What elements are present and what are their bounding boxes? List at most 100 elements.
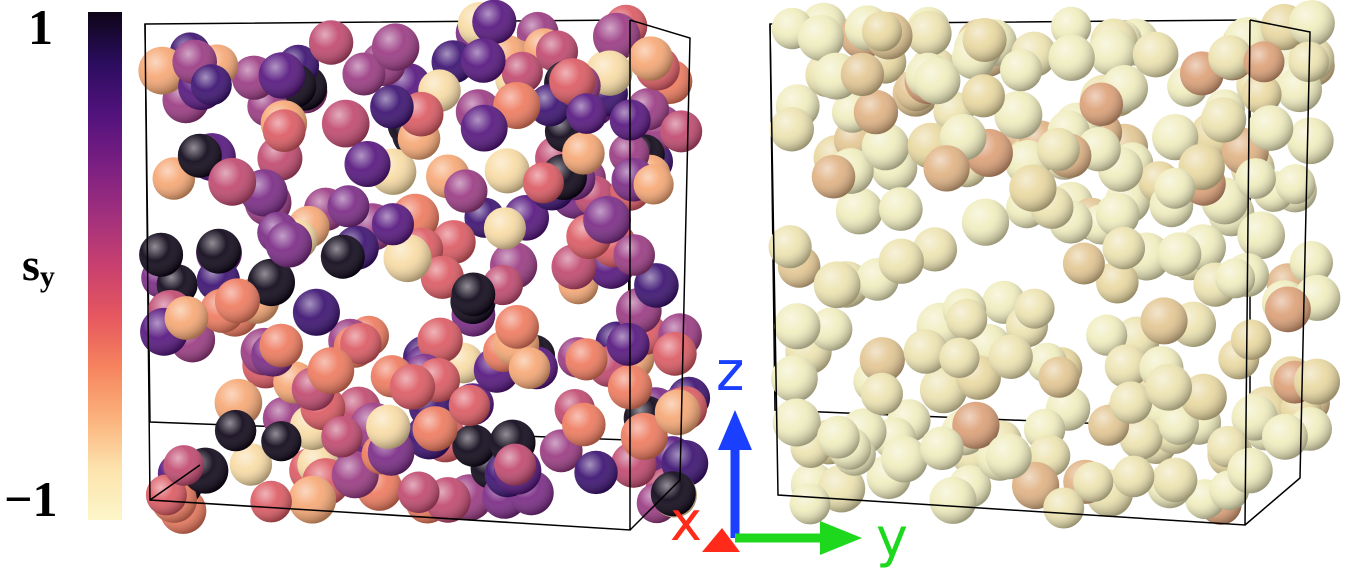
y-axis-arrowhead xyxy=(820,521,862,555)
colorbar-min-label: −1 xyxy=(4,474,58,524)
particle-shading xyxy=(1248,105,1294,151)
particle-shading xyxy=(444,169,487,212)
particle-shading xyxy=(774,303,820,349)
particle-shading xyxy=(881,436,927,482)
particle-shading xyxy=(321,235,365,279)
particle-shading xyxy=(165,296,209,340)
particle-shading xyxy=(372,203,414,245)
particle-shading xyxy=(472,0,516,44)
particle-shading xyxy=(1073,462,1113,502)
particle-shading xyxy=(562,132,605,175)
particle-shading xyxy=(939,338,979,378)
colorbar-title-main: s xyxy=(22,239,40,290)
particle-shading xyxy=(814,261,861,308)
particle-shading xyxy=(1000,49,1042,91)
particle-shading xyxy=(509,347,551,389)
particle-shading xyxy=(308,347,355,394)
particle-shading xyxy=(523,162,564,203)
particle-shading xyxy=(1038,357,1079,398)
particle-shading xyxy=(946,299,987,340)
particle-shading xyxy=(461,38,506,83)
particle-shading xyxy=(986,434,1032,480)
particle-shading xyxy=(289,476,337,524)
particle-shading xyxy=(841,53,884,96)
particle-shading xyxy=(1037,128,1080,171)
colorbar-max-label: 1 xyxy=(28,2,53,52)
particle-shading xyxy=(327,185,369,227)
colorbar xyxy=(88,12,122,520)
particle-shading xyxy=(485,148,530,193)
particle-shading xyxy=(1287,118,1334,165)
x-axis-label: x xyxy=(670,490,702,553)
particle-shading xyxy=(191,64,232,105)
particle-shading xyxy=(452,273,496,317)
particle-shading xyxy=(920,427,964,471)
particle-shading xyxy=(1201,97,1246,142)
particle-shading xyxy=(1231,320,1271,360)
particle-shading xyxy=(790,484,831,525)
particle-shading xyxy=(1155,168,1196,209)
particle-shading xyxy=(1015,289,1055,329)
particle-shading xyxy=(372,23,419,70)
particle-shading xyxy=(607,323,650,366)
particle-shading xyxy=(1009,165,1056,212)
particle-shading xyxy=(1157,232,1201,276)
particle-shading xyxy=(1103,227,1146,270)
particle-shading xyxy=(962,74,1005,117)
particle-shading xyxy=(1153,458,1198,503)
particle-shading xyxy=(1289,0,1335,46)
particle-shading xyxy=(924,145,970,191)
particle-shading xyxy=(293,289,340,336)
particle-shading xyxy=(345,141,391,187)
particle-shading xyxy=(962,199,1009,246)
particle-shading xyxy=(208,158,256,206)
particle-shading xyxy=(660,110,702,152)
z-axis-label: z xyxy=(716,340,744,403)
particle-shading xyxy=(655,390,701,436)
particle-shading xyxy=(1133,32,1179,78)
particle-shading xyxy=(1063,243,1105,285)
particle-shading xyxy=(574,451,617,494)
particle-shading xyxy=(566,93,607,134)
particle-shading xyxy=(770,107,814,151)
particle-shading xyxy=(494,444,536,486)
particle-shading xyxy=(484,207,526,249)
particle-shading xyxy=(1048,35,1094,81)
particle-shading xyxy=(771,355,818,402)
particle-shading xyxy=(259,52,305,98)
particle-shading xyxy=(562,403,606,447)
particle-shading xyxy=(495,305,539,349)
particle-shading xyxy=(321,416,362,457)
particle-shading xyxy=(989,335,1033,379)
particle-shading xyxy=(259,324,303,368)
particle-shading xyxy=(862,11,902,51)
left-particles xyxy=(138,0,710,534)
particle-shading xyxy=(812,155,856,199)
particle-shading xyxy=(215,278,260,323)
particle-shading xyxy=(1235,158,1276,199)
particle-shading xyxy=(1141,297,1188,344)
right-particles xyxy=(769,0,1341,528)
particle-shading xyxy=(250,481,292,523)
right-panel xyxy=(769,0,1341,528)
colorbar-title: sy xyxy=(22,242,55,292)
particle-shading xyxy=(583,196,631,244)
particle-shading xyxy=(879,187,923,231)
particle-shading xyxy=(461,105,508,152)
particle-shading xyxy=(817,416,860,459)
particle-shading xyxy=(879,239,924,284)
particle-shading xyxy=(215,410,256,451)
particle-shading xyxy=(769,225,812,268)
particle-shading xyxy=(196,229,241,274)
particle-shading xyxy=(390,364,435,409)
particle-shading xyxy=(370,85,414,129)
particle-shading xyxy=(914,58,961,105)
particle-shading xyxy=(1237,211,1285,259)
particle-shading xyxy=(309,20,353,64)
particle-shading xyxy=(906,11,951,56)
particle-shading xyxy=(398,472,440,514)
particle-shading xyxy=(452,424,494,466)
particle-shading xyxy=(634,164,674,204)
z-axis-arrowhead xyxy=(718,410,752,450)
